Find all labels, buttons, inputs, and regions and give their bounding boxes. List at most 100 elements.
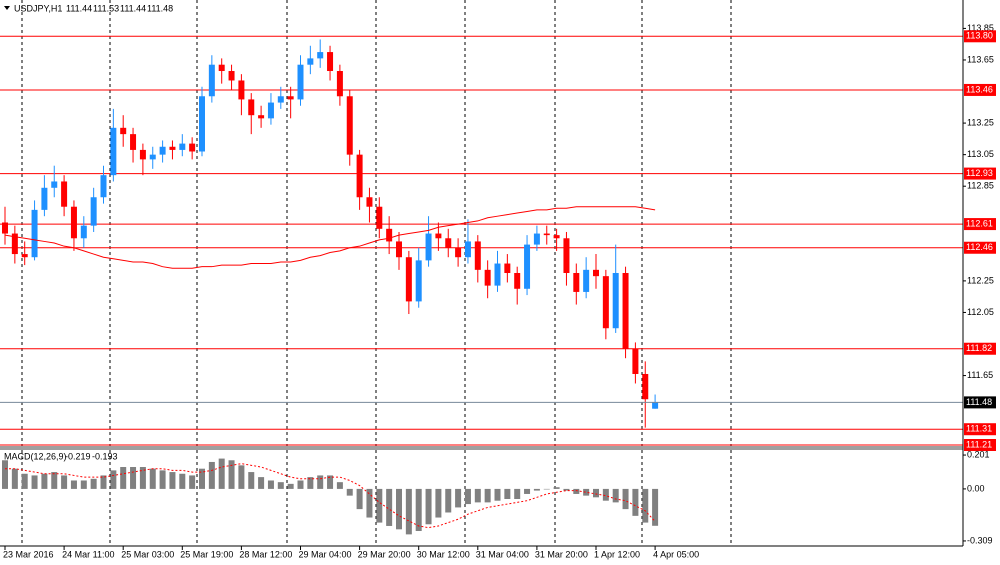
- macd-bar: [307, 477, 314, 489]
- macd-bar: [415, 488, 422, 532]
- candle-body: [415, 260, 422, 302]
- candle-body: [130, 134, 137, 150]
- candle-body: [504, 263, 511, 273]
- macd-bar: [642, 488, 649, 523]
- candle-body: [524, 244, 531, 289]
- candle-body: [474, 241, 481, 270]
- macd-bar: [396, 488, 402, 530]
- menu-icon[interactable]: [4, 6, 10, 10]
- candle-body: [41, 187, 48, 210]
- macd-bar: [366, 488, 373, 518]
- last-price-box: [964, 396, 996, 409]
- macd-bar: [90, 478, 97, 489]
- level-label-box: [964, 218, 996, 231]
- signal-line: [5, 463, 656, 529]
- candle-body: [563, 238, 570, 273]
- x-tick-label: 30 Mar 12:00: [417, 549, 470, 559]
- candle-body: [445, 238, 452, 248]
- level-label: 112.93: [966, 168, 993, 178]
- macd-bar: [258, 477, 265, 489]
- level-label-box: [964, 423, 996, 436]
- candle-body: [277, 96, 284, 103]
- y-tick-label: 113.25: [967, 117, 994, 127]
- candle-body: [11, 233, 18, 255]
- y-tick-label: 111.65: [967, 370, 993, 380]
- candle-body: [652, 402, 659, 409]
- candle-body: [139, 149, 146, 160]
- macd-bar: [199, 468, 205, 489]
- macd-bar: [425, 488, 432, 525]
- candle-body: [208, 64, 215, 97]
- day-separators: [21, 0, 732, 546]
- x-tick-label: 29 Mar 04:00: [299, 549, 352, 559]
- candle-body: [533, 233, 540, 245]
- candle-body: [248, 99, 255, 116]
- candle-body: [317, 52, 324, 59]
- level-label-box: [964, 342, 996, 355]
- candle-body: [61, 181, 68, 207]
- candle-body: [2, 222, 8, 234]
- level-label-box: [964, 83, 996, 96]
- macd-bar: [277, 482, 284, 489]
- candle-body: [386, 228, 393, 242]
- level-label: 113.80: [966, 31, 993, 41]
- candle-body: [169, 146, 176, 150]
- candle-body: [297, 64, 304, 100]
- candle-body: [287, 96, 294, 100]
- candle-body: [21, 254, 28, 258]
- level-label: 111.31: [966, 424, 992, 434]
- candle-body: [514, 272, 521, 289]
- candle-body: [484, 269, 491, 286]
- panel-divider: [0, 446, 963, 450]
- candle-body: [120, 127, 127, 135]
- macd-bar: [208, 461, 215, 489]
- candle-body: [632, 348, 639, 374]
- candle-body: [602, 276, 609, 329]
- macd-bar: [2, 460, 8, 489]
- y-tick-label: -0.309: [967, 535, 993, 545]
- candle-body: [110, 127, 117, 176]
- x-tick-label: 28 Mar 12:00: [239, 549, 292, 559]
- candle-body: [80, 225, 87, 239]
- macd-bar: [543, 488, 550, 490]
- candle-body: [179, 143, 186, 150]
- macd-bar: [435, 488, 442, 518]
- level-label: 112.61: [966, 218, 993, 228]
- last-price-label: 111.48: [966, 397, 992, 407]
- candle-body: [543, 233, 550, 236]
- macd-bar: [573, 488, 580, 494]
- macd-bar: [287, 483, 294, 489]
- candle-body: [593, 269, 599, 277]
- level-label: 112.46: [966, 242, 993, 252]
- y-tick-label: 112.85: [967, 181, 994, 191]
- macd-bar: [484, 488, 491, 503]
- level-label: 111.82: [966, 343, 992, 353]
- candle-body: [583, 269, 590, 292]
- macd-bar: [21, 473, 28, 489]
- macd-bar: [376, 488, 383, 523]
- candle-body: [307, 58, 314, 65]
- candle-body: [622, 272, 629, 349]
- macd-bar: [179, 473, 186, 489]
- candle-body: [553, 235, 560, 239]
- candle-body: [405, 257, 412, 302]
- macd-bar: [593, 488, 599, 498]
- macd-title: MACD(12,26,9): [4, 451, 67, 461]
- macd-value: -0.219: [65, 451, 91, 461]
- macd-bar: [336, 482, 343, 489]
- candle-body: [199, 96, 205, 152]
- chart-title: USDJPY,H1: [14, 3, 62, 13]
- macd-bar: [267, 480, 274, 489]
- level-label: 113.46: [966, 84, 993, 94]
- y-tick-label: 0.201: [967, 449, 990, 459]
- x-tick-label: 1 Apr 12:00: [594, 549, 640, 559]
- ohlc-close: 111.48: [147, 3, 173, 13]
- candle-body: [642, 373, 649, 400]
- macd-bar: [494, 488, 501, 501]
- macd-bar: [553, 487, 560, 489]
- macd-bar: [61, 475, 68, 489]
- moving-average: [4, 206, 656, 269]
- macd-bar: [622, 488, 629, 510]
- macd-bar: [474, 488, 481, 503]
